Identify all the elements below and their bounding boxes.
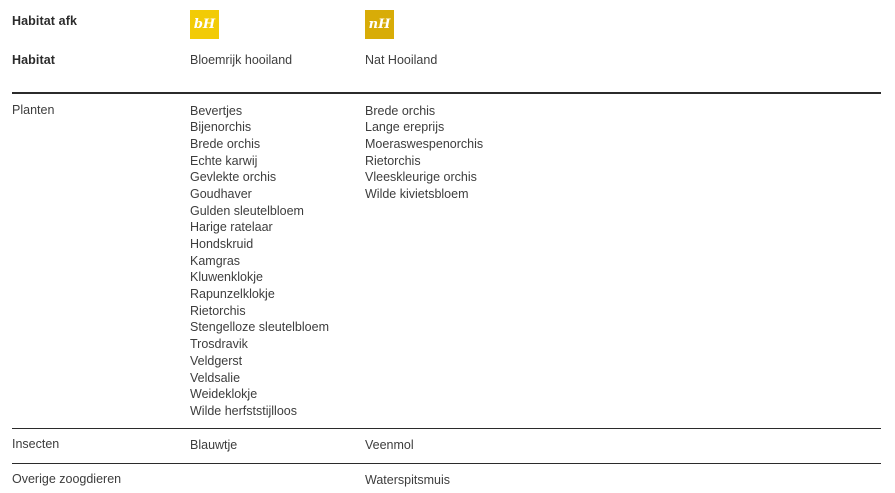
species-item: Wilde kivietsbloem <box>365 186 469 201</box>
species-list-overige-nat: Waterspitsmuis <box>365 472 881 489</box>
species-item: Waterspitsmuis <box>365 473 450 488</box>
species-item: Weideklokje <box>190 387 258 402</box>
species-item: Blauwtje <box>190 438 238 453</box>
species-item: Wilde herfststijlloos <box>190 403 297 418</box>
species-item: Kluwenklokje <box>190 270 263 285</box>
section-label-insecten: Insecten <box>12 437 60 452</box>
species-item: Vleeskleurige orchis <box>365 170 477 185</box>
section-label-planten: Planten <box>12 102 55 117</box>
species-item: Stengelloze sleutelbloem <box>190 320 329 335</box>
species-item: Rietorchis <box>190 303 246 318</box>
species-item: Hondskruid <box>190 237 254 251</box>
species-item: Veenmol <box>365 438 414 453</box>
habitat-badge-nh: nH <box>365 10 394 39</box>
species-item: Kamgras <box>190 253 241 268</box>
section-insecten: Insecten Blauwtje Veenmol <box>12 429 881 454</box>
species-item: Brede orchis <box>190 136 261 151</box>
habitat-badge-bh: bH <box>190 10 219 39</box>
habitat-row-label: Habitat <box>12 53 56 67</box>
species-item: Trosdravik <box>190 337 248 352</box>
species-list-insecten-nat: Veenmol <box>365 437 881 454</box>
habitat-name-nat: Nat Hooiland <box>365 53 438 67</box>
species-item: Harige ratelaar <box>190 220 273 235</box>
species-item: Bijenorchis <box>190 120 252 135</box>
section-label-overige-zoogdieren: Overige zoogdieren <box>12 472 122 487</box>
habitat-abbr-row-label: Habitat afk <box>12 14 78 28</box>
species-item: Moeraswespenorchis <box>365 136 484 151</box>
species-item: Veldsalie <box>190 370 241 385</box>
species-list-planten-bloemrijk: Bevertjes Bijenorchis Brede orchis Echte ka… <box>190 103 365 420</box>
habitat-name-bloemrijk: Bloemrijk hooiland <box>190 53 293 67</box>
species-item: Goudhaver <box>190 186 252 201</box>
habitat-name-row: Habitat Bloemrijk hooiland Nat Hooiland <box>12 53 881 68</box>
species-item: Veldgerst <box>190 353 243 368</box>
habitat-abbr-row: Habitat afk bH nH <box>12 10 881 40</box>
species-list-planten-nat: Brede orchis Lange ereprijs Moeraswespenor… <box>365 103 881 203</box>
section-overige-zoogdieren: Overige zoogdieren Waterspitsmuis <box>12 464 881 489</box>
divider-rule-top <box>12 92 881 94</box>
divider-rule-bottom <box>12 462 881 465</box>
species-item: Lange ereprijs <box>365 120 445 135</box>
species-item: Echte karwij <box>190 153 258 168</box>
species-item: Gulden sleutelbloem <box>190 203 304 218</box>
section-planten: Planten Bevertjes Bijenorchis Brede orchis… <box>12 94 881 422</box>
species-item: Rapunzelklokje <box>190 287 275 302</box>
species-item: Gevlekte orchis <box>190 170 277 185</box>
species-item: Rietorchis <box>365 153 421 168</box>
habitat-badge-cell-bloemrijk: bH <box>190 10 365 39</box>
divider-rule-middle <box>12 427 881 430</box>
species-item: Brede orchis <box>365 103 436 118</box>
species-item: Bevertjes <box>190 103 243 118</box>
species-list-insecten-bloemrijk: Blauwtje <box>190 437 365 454</box>
habitat-badge-cell-nat: nH <box>365 10 881 39</box>
